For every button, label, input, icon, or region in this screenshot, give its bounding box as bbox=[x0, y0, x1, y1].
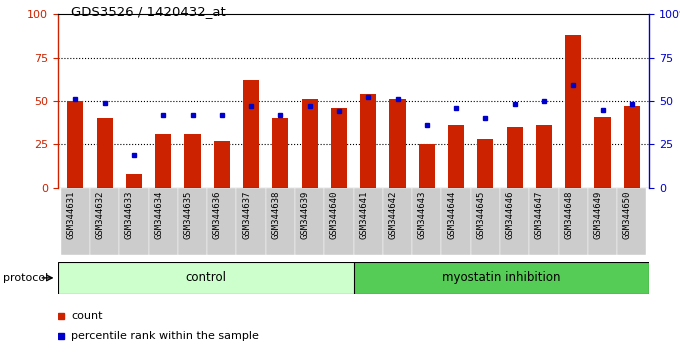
Bar bbox=[126, 174, 142, 188]
Bar bbox=[594, 116, 611, 188]
Text: GSM344648: GSM344648 bbox=[564, 191, 573, 239]
Bar bbox=[214, 141, 230, 188]
Bar bbox=[61, 188, 90, 255]
Bar bbox=[302, 99, 318, 188]
Text: count: count bbox=[71, 311, 103, 321]
Bar bbox=[149, 188, 178, 255]
Bar bbox=[477, 139, 494, 188]
Text: GSM344641: GSM344641 bbox=[359, 191, 369, 239]
Text: GSM344638: GSM344638 bbox=[271, 191, 280, 239]
Bar bbox=[617, 188, 647, 255]
Bar bbox=[67, 101, 84, 188]
Bar bbox=[419, 144, 435, 188]
Bar bbox=[360, 94, 376, 188]
Bar bbox=[588, 188, 617, 255]
Text: GSM344646: GSM344646 bbox=[506, 191, 515, 239]
Text: myostatin inhibition: myostatin inhibition bbox=[442, 272, 561, 284]
Bar bbox=[558, 188, 588, 255]
Text: GSM344634: GSM344634 bbox=[154, 191, 163, 239]
Bar bbox=[207, 188, 237, 255]
Bar bbox=[295, 188, 324, 255]
Bar bbox=[390, 99, 405, 188]
Text: GSM344642: GSM344642 bbox=[388, 191, 398, 239]
Bar bbox=[441, 188, 471, 255]
Text: control: control bbox=[185, 272, 226, 284]
Bar bbox=[237, 188, 266, 255]
Text: GSM344637: GSM344637 bbox=[242, 191, 251, 239]
Bar bbox=[58, 262, 354, 294]
Bar bbox=[354, 188, 383, 255]
Bar bbox=[536, 125, 552, 188]
Bar bbox=[184, 134, 201, 188]
Bar bbox=[155, 134, 171, 188]
Bar bbox=[90, 188, 119, 255]
Text: GSM344632: GSM344632 bbox=[96, 191, 105, 239]
Bar bbox=[178, 188, 207, 255]
Bar bbox=[448, 125, 464, 188]
Text: GSM344635: GSM344635 bbox=[184, 191, 192, 239]
Bar bbox=[500, 188, 529, 255]
Text: GSM344649: GSM344649 bbox=[594, 191, 602, 239]
Text: GDS3526 / 1420432_at: GDS3526 / 1420432_at bbox=[71, 5, 226, 18]
Text: GSM344639: GSM344639 bbox=[301, 191, 309, 239]
Text: GSM344631: GSM344631 bbox=[67, 191, 75, 239]
Text: GSM344633: GSM344633 bbox=[125, 191, 134, 239]
Bar bbox=[383, 188, 412, 255]
Text: GSM344645: GSM344645 bbox=[477, 191, 486, 239]
Bar bbox=[529, 188, 558, 255]
Text: protocol: protocol bbox=[3, 273, 49, 283]
Bar bbox=[331, 108, 347, 188]
Bar bbox=[324, 188, 354, 255]
Text: GSM344636: GSM344636 bbox=[213, 191, 222, 239]
Text: GSM344650: GSM344650 bbox=[623, 191, 632, 239]
Text: GSM344644: GSM344644 bbox=[447, 191, 456, 239]
Text: percentile rank within the sample: percentile rank within the sample bbox=[71, 331, 259, 341]
Bar bbox=[412, 188, 441, 255]
Bar bbox=[624, 106, 640, 188]
Bar bbox=[471, 188, 500, 255]
Text: GSM344647: GSM344647 bbox=[535, 191, 544, 239]
Bar bbox=[507, 127, 523, 188]
Text: GSM344640: GSM344640 bbox=[330, 191, 339, 239]
Bar bbox=[243, 80, 259, 188]
Bar bbox=[354, 262, 649, 294]
Bar bbox=[565, 35, 581, 188]
Bar bbox=[272, 118, 288, 188]
Bar bbox=[266, 188, 295, 255]
Text: GSM344643: GSM344643 bbox=[418, 191, 427, 239]
Bar bbox=[97, 118, 113, 188]
Bar bbox=[119, 188, 149, 255]
